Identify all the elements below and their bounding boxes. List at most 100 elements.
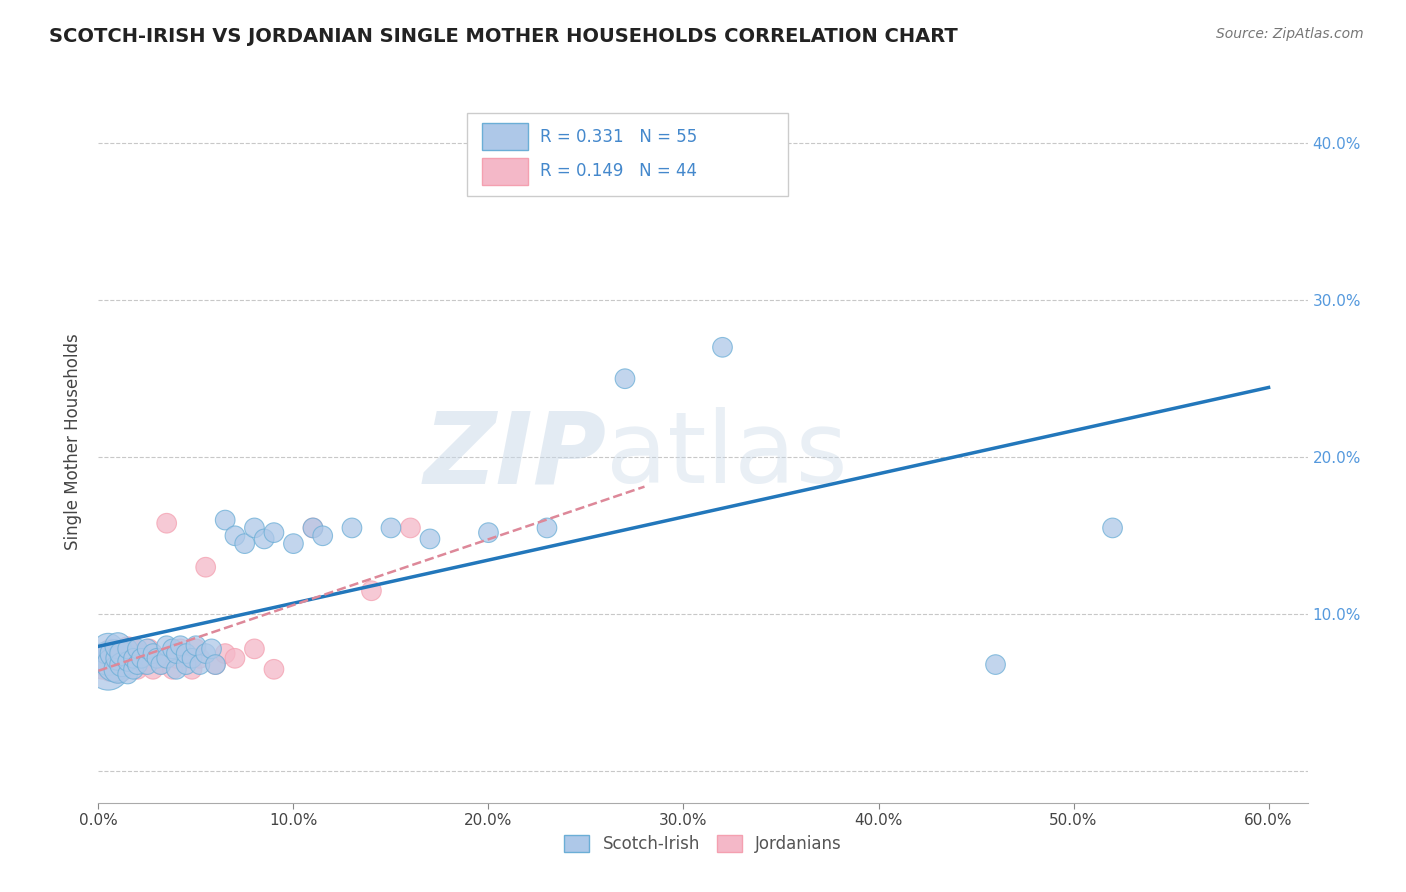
Point bbox=[111, 657, 134, 672]
Point bbox=[302, 521, 325, 535]
Point bbox=[111, 647, 134, 661]
Text: Source: ZipAtlas.com: Source: ZipAtlas.com bbox=[1216, 27, 1364, 41]
Point bbox=[138, 641, 160, 656]
Point bbox=[122, 641, 145, 656]
Point bbox=[263, 662, 285, 676]
Point bbox=[188, 651, 211, 665]
Point bbox=[169, 641, 191, 656]
Point bbox=[194, 560, 217, 574]
Point bbox=[132, 657, 155, 672]
Point bbox=[136, 651, 159, 665]
Point bbox=[131, 647, 153, 661]
Point bbox=[98, 662, 121, 676]
Point bbox=[224, 529, 246, 543]
Point bbox=[614, 372, 637, 386]
Point bbox=[107, 662, 129, 676]
Point bbox=[214, 513, 236, 527]
Point bbox=[107, 639, 129, 653]
Bar bbox=[482, 123, 527, 151]
Point bbox=[127, 651, 149, 665]
FancyBboxPatch shape bbox=[467, 112, 787, 196]
Point bbox=[136, 641, 159, 656]
Point bbox=[174, 657, 197, 672]
Point bbox=[419, 532, 441, 546]
Point bbox=[96, 657, 118, 672]
Point bbox=[121, 651, 143, 665]
Point bbox=[283, 536, 305, 550]
Point bbox=[156, 651, 179, 665]
Point bbox=[711, 340, 734, 354]
Point bbox=[107, 662, 129, 676]
Point bbox=[156, 516, 179, 531]
Point bbox=[142, 662, 165, 676]
Point bbox=[188, 657, 211, 672]
Point bbox=[169, 639, 191, 653]
Point bbox=[181, 651, 204, 665]
Point bbox=[984, 657, 1007, 672]
Point bbox=[162, 641, 184, 656]
Text: ZIP: ZIP bbox=[423, 408, 606, 505]
Text: R = 0.149   N = 44: R = 0.149 N = 44 bbox=[540, 162, 697, 180]
Point bbox=[477, 525, 499, 540]
Point bbox=[97, 651, 120, 665]
Point bbox=[107, 651, 129, 665]
Point bbox=[399, 521, 422, 535]
Point bbox=[165, 651, 187, 665]
Point bbox=[302, 521, 325, 535]
Point bbox=[149, 657, 172, 672]
Point bbox=[156, 639, 179, 653]
Point bbox=[103, 647, 125, 661]
Point bbox=[253, 532, 276, 546]
Point bbox=[214, 647, 236, 661]
Point bbox=[174, 651, 197, 665]
Point bbox=[146, 651, 169, 665]
Point bbox=[312, 529, 335, 543]
Point bbox=[149, 657, 172, 672]
Point bbox=[111, 657, 134, 672]
Point bbox=[263, 525, 285, 540]
Point bbox=[204, 657, 226, 672]
Point bbox=[101, 657, 124, 672]
Point bbox=[165, 647, 187, 661]
Point bbox=[103, 657, 125, 672]
Point bbox=[127, 657, 149, 672]
Point bbox=[136, 657, 159, 672]
Y-axis label: Single Mother Households: Single Mother Households bbox=[65, 334, 83, 549]
Point bbox=[127, 662, 149, 676]
Bar bbox=[482, 158, 527, 185]
Point bbox=[536, 521, 558, 535]
Point bbox=[117, 641, 139, 656]
Point bbox=[91, 662, 114, 676]
Point bbox=[194, 647, 217, 661]
Point bbox=[174, 647, 197, 661]
Point bbox=[118, 657, 141, 672]
Point bbox=[233, 536, 256, 550]
Point bbox=[107, 647, 129, 661]
Point bbox=[1101, 521, 1123, 535]
Point bbox=[243, 641, 266, 656]
Text: R = 0.331   N = 55: R = 0.331 N = 55 bbox=[540, 128, 697, 145]
Point bbox=[224, 651, 246, 665]
Point bbox=[114, 662, 136, 676]
Point bbox=[165, 662, 187, 676]
Point bbox=[122, 651, 145, 665]
Point bbox=[181, 662, 204, 676]
Point bbox=[184, 639, 207, 653]
Point bbox=[146, 651, 169, 665]
Point bbox=[117, 667, 139, 681]
Point bbox=[340, 521, 363, 535]
Point bbox=[122, 662, 145, 676]
Point bbox=[117, 655, 139, 669]
Point bbox=[184, 641, 207, 656]
Point bbox=[131, 651, 153, 665]
Point bbox=[200, 641, 222, 656]
Point bbox=[204, 657, 226, 672]
Point bbox=[111, 651, 134, 665]
Point bbox=[360, 583, 382, 598]
Legend: Scotch-Irish, Jordanians: Scotch-Irish, Jordanians bbox=[558, 828, 848, 860]
Point bbox=[142, 647, 165, 661]
Point bbox=[104, 655, 127, 669]
Point bbox=[243, 521, 266, 535]
Text: atlas: atlas bbox=[606, 408, 848, 505]
Point bbox=[93, 655, 115, 669]
